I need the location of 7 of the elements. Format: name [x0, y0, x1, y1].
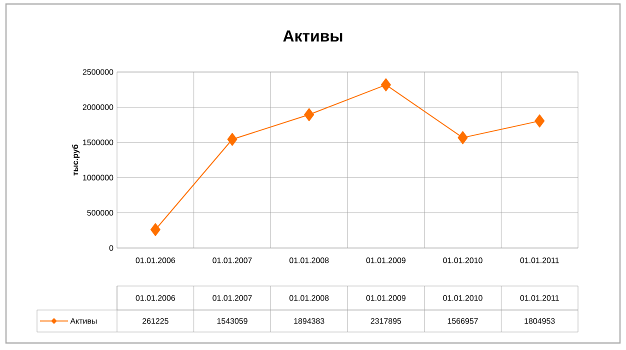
point: [458, 131, 468, 144]
chart-title: Активы: [283, 30, 342, 42]
point: [227, 132, 238, 146]
point: [150, 223, 160, 236]
point: [380, 78, 391, 92]
point: [304, 108, 314, 122]
point: [534, 114, 545, 128]
